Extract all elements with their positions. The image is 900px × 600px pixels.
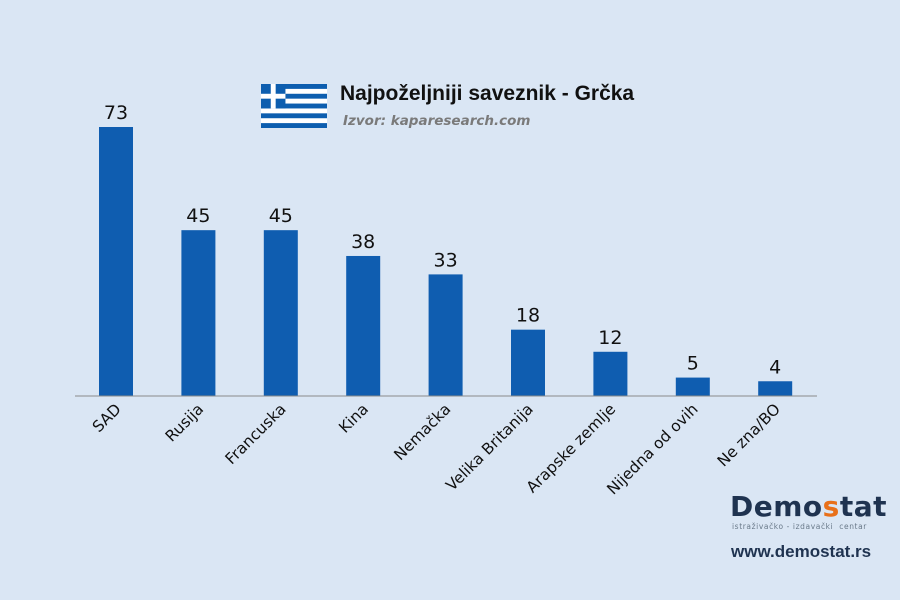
website-link[interactable]: www.demostat.rs: [731, 542, 872, 561]
data-label-3: 38: [351, 231, 375, 253]
category-label-1: Rusija: [162, 400, 207, 445]
demostat-logo: Demostat istraživačko - izdavački centar: [730, 490, 887, 532]
bar-8: [758, 381, 793, 396]
bar-2: [263, 230, 298, 396]
bar-6: [593, 351, 628, 396]
category-label-5: Velika Britanija: [442, 400, 536, 494]
data-label-4: 33: [434, 249, 458, 271]
data-label-7: 5: [687, 353, 699, 375]
data-label-0: 73: [104, 102, 128, 124]
bar-1: [181, 230, 216, 396]
category-label-8: Ne zna/BO: [714, 400, 784, 470]
category-label-0: SAD: [89, 400, 125, 436]
category-label-7: Nijedna od ovih: [603, 400, 701, 498]
bar-4: [428, 274, 463, 396]
category-label-2: Francuska: [222, 400, 290, 468]
category-label-3: Kina: [335, 400, 372, 437]
category-label-6: Arapske zemlje: [523, 400, 619, 496]
greece-flag-icon: [261, 84, 327, 128]
chart-source: Izvor: kaparesearch.com: [343, 113, 531, 129]
data-label-2: 45: [269, 205, 293, 227]
chart-title: Najpoželjniji saveznik - Grčka: [340, 82, 635, 105]
data-label-8: 4: [769, 356, 781, 378]
bar-5: [511, 329, 545, 396]
data-label-5: 18: [516, 305, 540, 327]
data-label-1: 45: [186, 205, 210, 227]
bar-3: [346, 255, 381, 396]
bar-0: [99, 127, 133, 396]
data-label-6: 12: [598, 327, 622, 349]
category-label-4: Nemačka: [390, 400, 454, 464]
bar-7: [675, 377, 710, 396]
